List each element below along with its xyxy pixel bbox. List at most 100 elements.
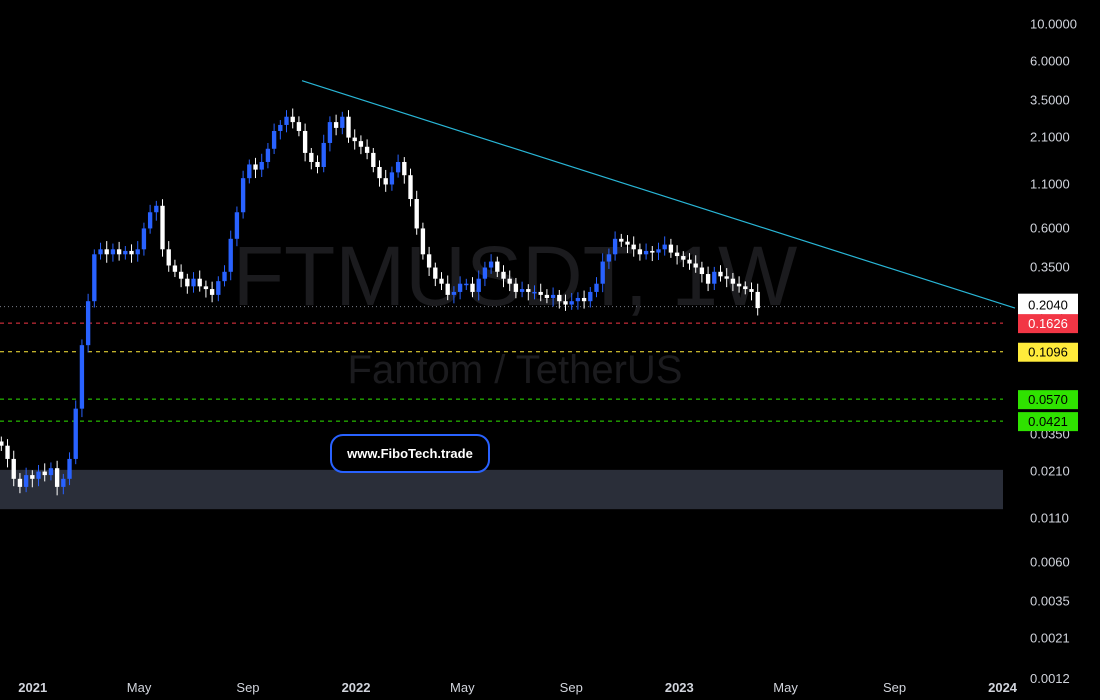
candle — [457, 276, 463, 300]
candle — [116, 241, 122, 261]
candle — [315, 155, 320, 174]
candle — [123, 246, 128, 260]
candle — [495, 256, 500, 278]
fibotech-badge[interactable]: www.FiboTech.trade — [330, 434, 490, 473]
candle — [197, 270, 202, 292]
watermark: FTMUSDT, 1W Fantom / TetherUS — [233, 229, 798, 392]
candle — [705, 266, 711, 292]
candle — [439, 272, 444, 291]
candle — [271, 123, 277, 155]
candle — [98, 242, 103, 260]
candle — [569, 292, 574, 310]
candle — [650, 246, 655, 262]
x-tick-label: 2023 — [665, 680, 694, 695]
candle — [681, 251, 686, 268]
y-tick-label: 0.0060 — [1030, 554, 1070, 569]
candle — [625, 235, 630, 254]
candle — [309, 148, 314, 170]
candle — [247, 159, 252, 184]
candle — [259, 153, 264, 177]
y-tick-label: 0.3500 — [1030, 260, 1070, 275]
candle — [476, 270, 481, 301]
candle — [73, 400, 78, 465]
watermark-pair: Fantom / TetherUS — [348, 348, 683, 392]
candle — [526, 284, 531, 301]
candle — [581, 290, 587, 309]
candle — [433, 262, 438, 287]
current-price-label: 0.2040 — [1028, 298, 1068, 313]
horizontal-levels — [0, 322, 1003, 422]
candle — [445, 275, 450, 301]
candle — [160, 199, 165, 257]
candle — [48, 462, 54, 481]
level-price-box-2 — [1018, 390, 1078, 410]
candle — [11, 450, 16, 487]
price-axis[interactable]: 10.0000 6.0000 3.5000 2.1000 1.1000 0.6000 0.3… — [1030, 16, 1077, 686]
x-tick-label: 2021 — [18, 680, 47, 695]
candle — [185, 273, 190, 294]
candle — [92, 249, 97, 308]
candle — [718, 265, 723, 282]
candle — [619, 233, 624, 247]
candle — [290, 108, 295, 129]
candle — [408, 168, 413, 207]
candle — [736, 276, 742, 293]
x-tick-label: May — [773, 680, 798, 695]
y-tick-label: 0.0021 — [1030, 631, 1070, 646]
candle — [147, 204, 153, 234]
candle — [79, 339, 85, 418]
candle — [482, 261, 488, 287]
candle — [594, 277, 599, 298]
candle — [389, 166, 395, 191]
candle — [141, 222, 147, 256]
candle — [550, 287, 556, 307]
candle — [588, 287, 593, 308]
y-tick-label: 6.0000 — [1030, 53, 1070, 68]
y-tick-label: 0.0210 — [1030, 464, 1070, 479]
candle — [544, 289, 550, 304]
candle — [228, 230, 233, 281]
candle — [54, 460, 60, 496]
candle — [513, 277, 519, 299]
candle — [724, 268, 729, 288]
candle — [178, 264, 184, 288]
y-tick-label: 0.0012 — [1030, 671, 1070, 686]
candle — [5, 439, 10, 468]
candle — [110, 243, 116, 262]
candle — [352, 129, 357, 150]
time-axis[interactable]: 2021 May Sep 2022 May Sep 2023 May Sep 2024 — [18, 680, 1017, 695]
candle — [693, 255, 698, 273]
x-tick-label: May — [450, 680, 475, 695]
x-tick-label: May — [127, 680, 152, 695]
candle — [333, 114, 339, 136]
candle — [17, 473, 23, 494]
watermark-symbol: FTMUSDT, 1W — [233, 229, 798, 323]
candle — [501, 265, 506, 288]
y-tick-label: 10.0000 — [1030, 16, 1077, 31]
candle — [154, 200, 159, 221]
candle — [488, 254, 494, 274]
candle — [712, 266, 717, 291]
candle — [507, 270, 512, 292]
candle — [67, 452, 72, 486]
candle — [340, 111, 345, 135]
candle — [662, 236, 667, 256]
x-tick-label: 2024 — [988, 680, 1018, 695]
candle — [470, 277, 475, 298]
candle — [0, 436, 4, 451]
candle — [234, 206, 240, 247]
descending-trendline[interactable] — [301, 80, 1016, 309]
candle — [749, 282, 754, 301]
candle — [346, 110, 351, 143]
y-tick-label: 1.1000 — [1030, 176, 1070, 191]
level-price-box-0 — [1018, 314, 1078, 334]
candle — [538, 283, 543, 302]
candle — [464, 278, 469, 291]
candle — [209, 281, 215, 303]
candle — [631, 236, 636, 257]
candle — [656, 242, 661, 260]
candle — [420, 222, 426, 260]
candle — [296, 116, 302, 137]
